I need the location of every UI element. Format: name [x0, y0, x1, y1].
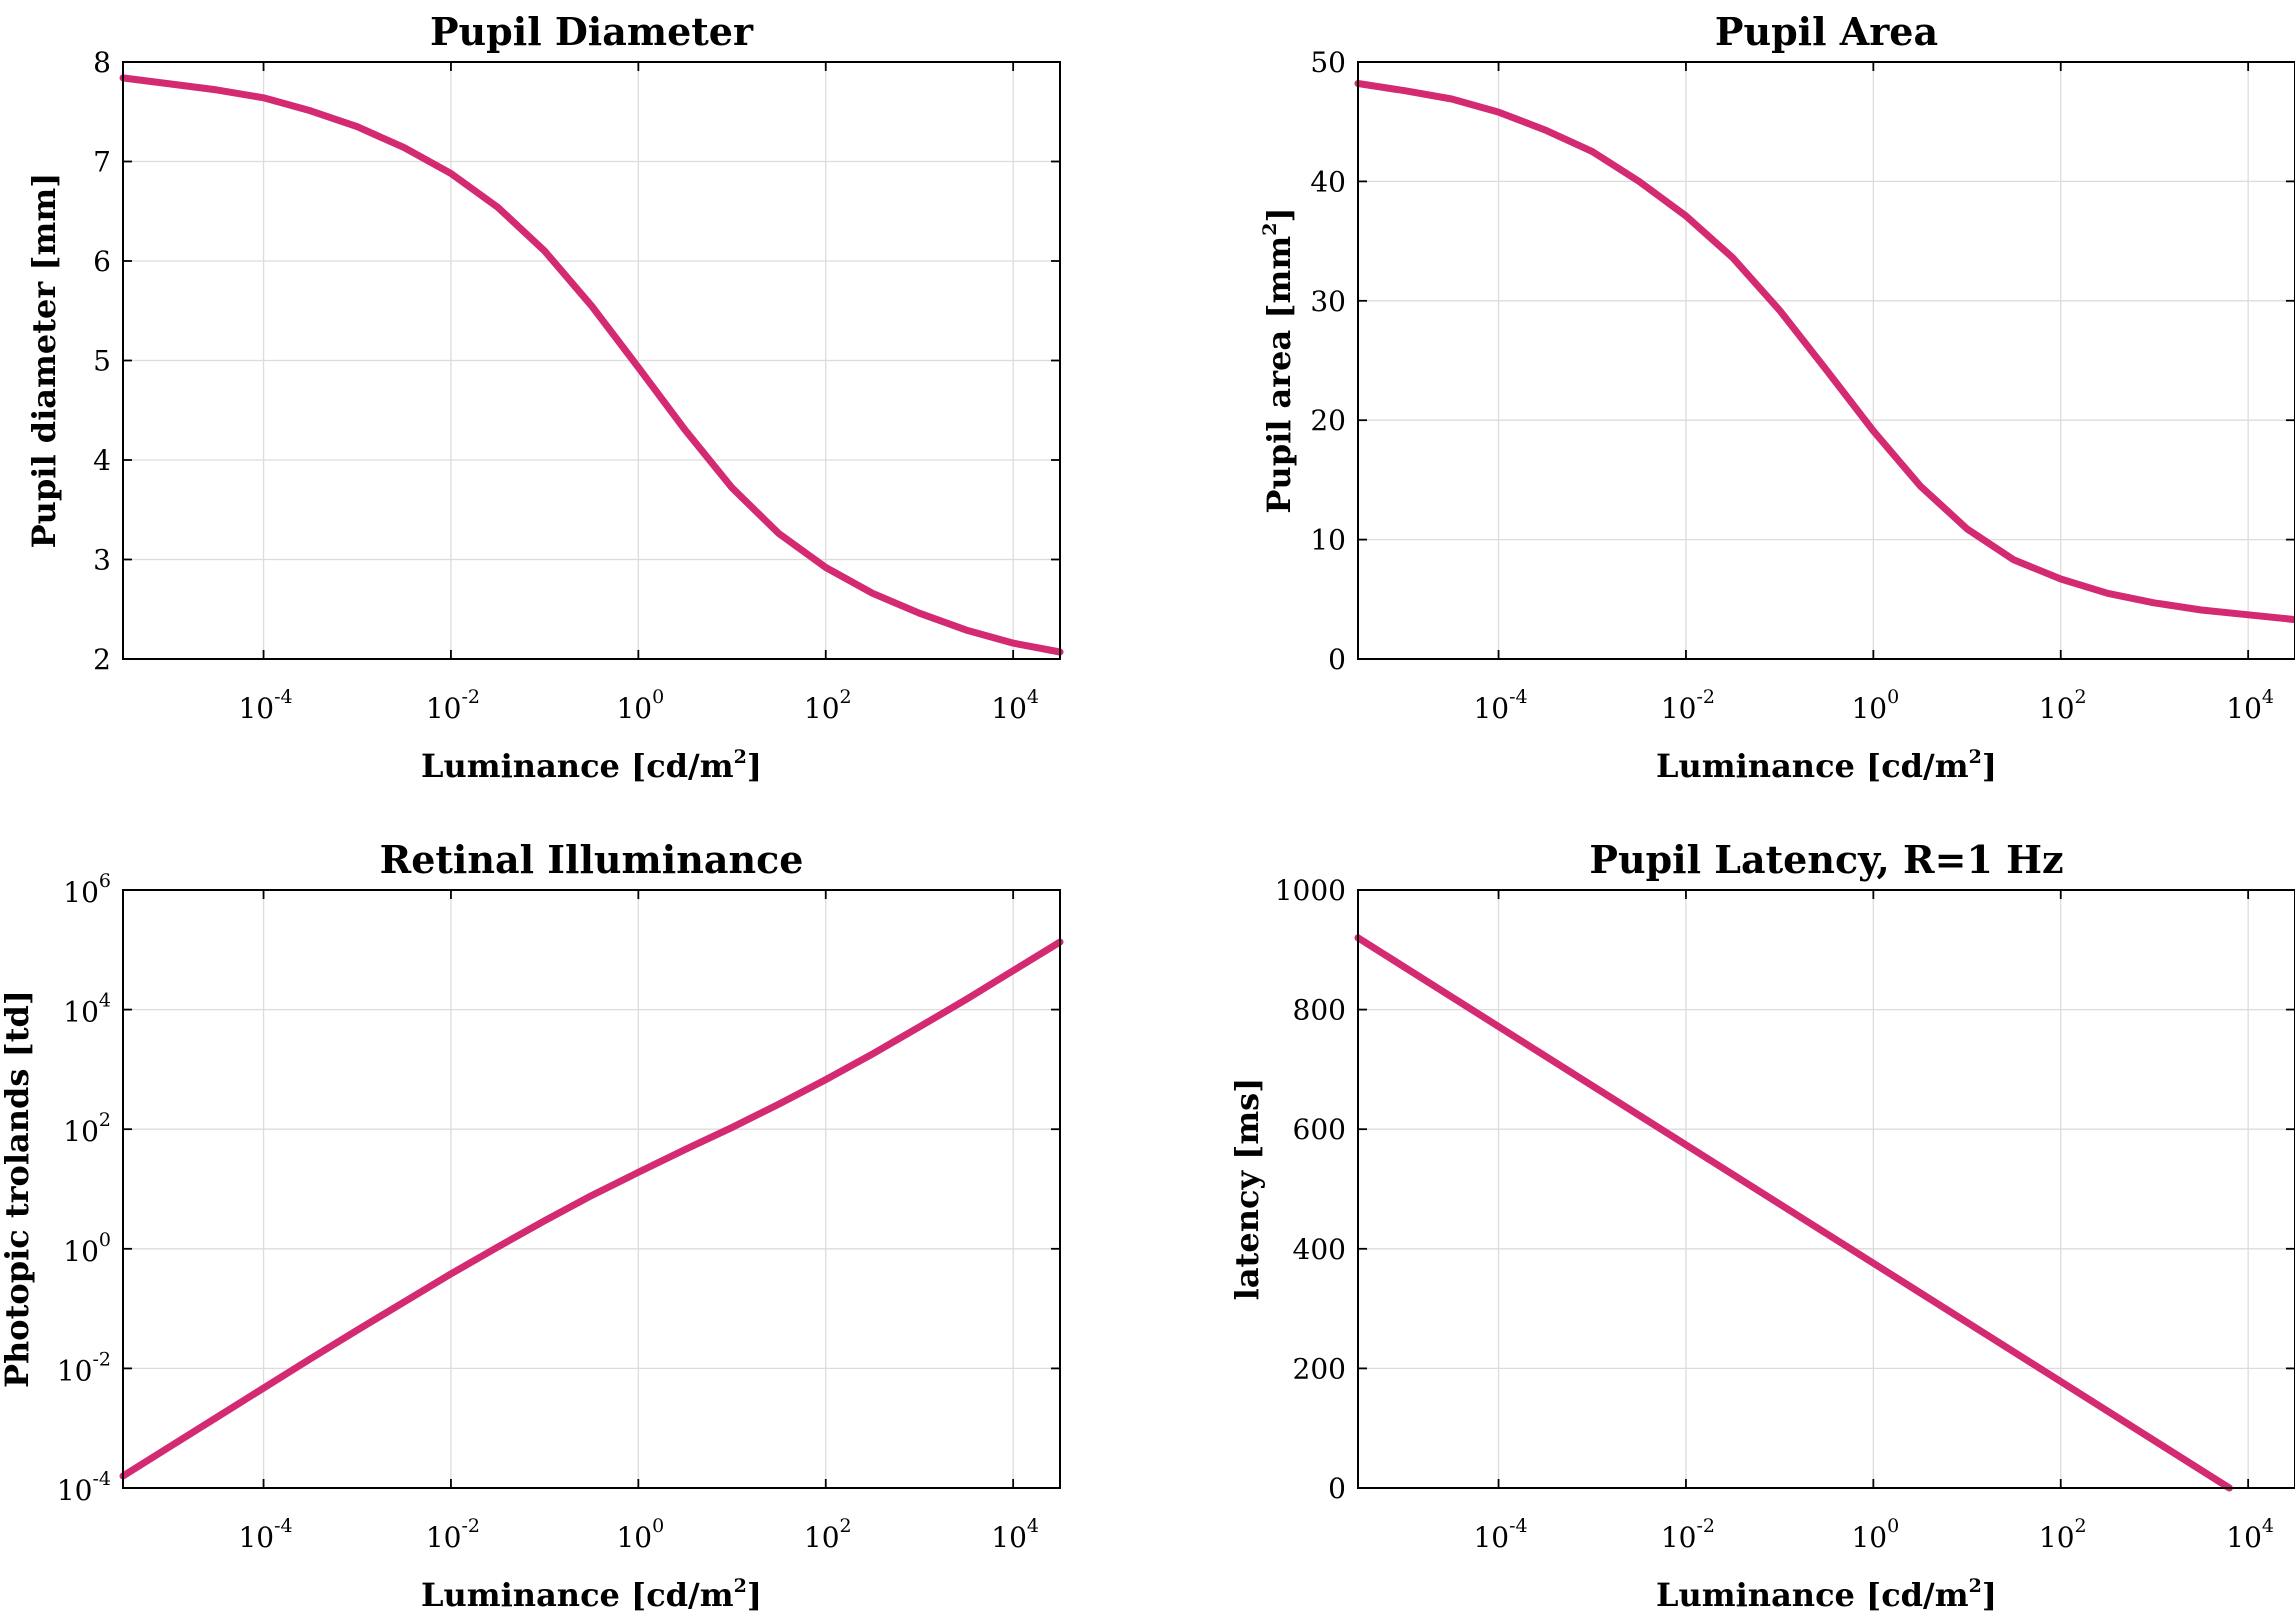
y-tick-label: 104 [63, 990, 111, 1029]
axes-frame [1357, 61, 2295, 660]
x-tick-label: 100 [1851, 686, 1899, 725]
chart-panel-2: 10-4 10-2 100 102 104 0 10 20 30 40 50 Pupil Area Lu… [1259, 9, 2295, 785]
chart-panel-4: 10-4 10-2 100 102 104 0 200 400 600 800 1000 Pupil … [1228, 837, 2295, 1614]
series-line [119, 74, 1064, 656]
x-axis-label: Luminance [cd/m2] [1656, 1575, 1997, 1614]
x-tick-label: 104 [991, 1515, 1039, 1554]
y-tick-label: 0 [1328, 643, 1346, 676]
y-axis-label: latency [ms] [1228, 1078, 1266, 1301]
y-tick-label: 600 [1293, 1113, 1346, 1146]
x-tick-label: 104 [2226, 686, 2274, 725]
x-tick-label: 104 [2226, 1515, 2274, 1554]
x-tick-label: 102 [804, 686, 852, 725]
x-tick-label: 100 [616, 686, 664, 725]
y-tick-label: 100 [63, 1229, 111, 1268]
y-tick-label: 3 [93, 544, 111, 577]
chart-title: Pupil Area [1715, 9, 1938, 54]
x-tick-label: 102 [2039, 686, 2087, 725]
y-tick-label: 400 [1293, 1233, 1346, 1266]
y-tick-label: 2 [93, 643, 111, 676]
x-tick-label: 10-4 [238, 686, 292, 725]
y-tick-label: 10-2 [57, 1348, 111, 1387]
chart-panel-1: 10-4 10-2 100 102 104 2 3 4 5 6 7 8 Pupil Diameter Lu… [25, 9, 1064, 785]
x-tick-label: 100 [616, 1515, 664, 1554]
chart-title: Retinal Illuminance [380, 837, 804, 882]
x-tick-label: 10-4 [238, 1515, 292, 1554]
y-tick-label: 200 [1293, 1352, 1346, 1385]
x-tick-label: 10-4 [1473, 1515, 1527, 1554]
chart-panel-3: 10-4 10-2 100 102 104 10-4 10-2 100 102 104 106 Ret… [0, 837, 1064, 1614]
x-tick-label: 102 [2039, 1515, 2087, 1554]
x-tick-label: 10-2 [426, 686, 480, 725]
y-tick-label: 40 [1310, 165, 1346, 198]
y-tick-label: 800 [1293, 994, 1346, 1027]
x-axis-label: Luminance [cd/m2] [421, 746, 762, 785]
y-tick-label: 106 [63, 870, 111, 909]
x-tick-label: 10-2 [426, 1515, 480, 1554]
y-tick-label: 7 [93, 146, 111, 179]
axes-frame [122, 889, 1061, 1489]
y-axis-label: Photopic trolands [td] [0, 990, 36, 1388]
series-line [119, 938, 1064, 1480]
x-axis-label: Luminance [cd/m2] [421, 1575, 762, 1614]
x-tick-label: 100 [1851, 1515, 1899, 1554]
x-axis-label: Luminance [cd/m2] [1656, 746, 1997, 785]
series-line [1354, 80, 2295, 624]
y-tick-label: 5 [93, 345, 111, 378]
x-tick-label: 10-4 [1473, 686, 1527, 725]
y-tick-label: 20 [1310, 404, 1346, 437]
y-tick-label: 50 [1310, 46, 1346, 79]
y-tick-label: 8 [93, 46, 111, 79]
y-tick-label: 0 [1328, 1472, 1346, 1505]
axes-frame [1357, 889, 2295, 1489]
y-tick-label: 30 [1310, 285, 1346, 318]
y-tick-label: 6 [93, 245, 111, 278]
x-tick-label: 104 [991, 686, 1039, 725]
series-line [1354, 934, 2233, 1492]
chart-title: Pupil Latency, R=1 Hz [1589, 837, 2063, 882]
y-tick-label: 102 [63, 1109, 111, 1148]
x-tick-label: 10-2 [1661, 1515, 1715, 1554]
y-tick-label: 10 [1310, 524, 1346, 557]
x-tick-label: 10-2 [1661, 686, 1715, 725]
chart-title: Pupil Diameter [430, 9, 754, 54]
y-axis-label: Pupil area [mm2] [1259, 207, 1298, 513]
y-tick-label: 4 [93, 444, 111, 477]
y-tick-label: 10-4 [57, 1468, 111, 1507]
y-tick-label: 1000 [1275, 874, 1346, 907]
y-axis-label: Pupil diameter [mm] [25, 173, 63, 549]
x-tick-label: 102 [804, 1515, 852, 1554]
